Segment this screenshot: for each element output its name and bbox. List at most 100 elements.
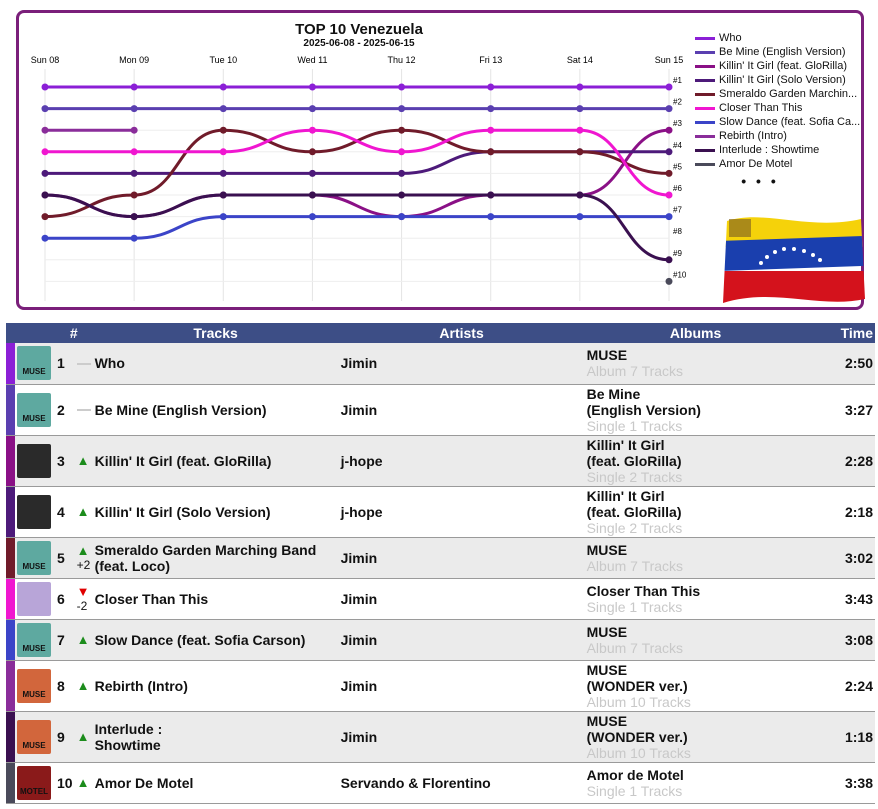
album-art: MUSE [15,343,55,385]
artist-name[interactable]: Servando & Florentino [340,774,491,791]
rank-change-cell: ▲ [74,619,93,661]
chart-panel: Sun 08 Mon 09 Tue 10 Wed 11 Thu 12 Fri 13 Sat … [16,10,865,310]
table-row[interactable]: MUSE 2 Be Mine (English Version) Jimin Be Mi… [6,384,875,436]
artist-cell: j-hope [338,435,585,487]
x-tick-label: Sun 08 [31,55,60,65]
series-point-7 [41,126,49,134]
artist-name[interactable]: Jimin [340,355,378,372]
album-art-image [17,443,51,478]
rank-header: # [55,323,93,343]
rank-cell: 5 [55,537,75,579]
album-art-image: MUSE [17,622,51,657]
artist-name[interactable]: Jimin [340,728,378,745]
album-title[interactable]: MUSE [586,541,628,558]
series-point-5 [665,191,673,199]
legend-more-indicator: • • • [741,173,779,189]
artist-name[interactable]: Jimin [340,631,378,648]
series-point-2 [665,126,673,134]
album-art-image [17,581,51,616]
series-point-8 [219,191,227,199]
track-title[interactable]: Rebirth (Intro) [94,677,188,694]
legend-swatch [695,134,715,138]
series-point-8 [308,191,316,199]
series-point-6 [41,234,49,242]
track-duration: 1:18 [844,728,873,745]
artist-cell: Jimin [338,384,585,436]
table-row[interactable]: MUSE 9 ▲ Interlude : Showtime Jimin MUSE (WON… [6,711,875,763]
track-title[interactable]: Closer Than This [94,590,209,607]
album-title[interactable]: Be Mine (English Version) [586,385,701,418]
rank-number: 5 [57,549,65,566]
artist-name[interactable]: Jimin [340,590,378,607]
tracks-header: Tracks [92,323,339,343]
time-cell: 3:43 [806,578,875,620]
album-title[interactable]: Closer Than This [586,582,701,599]
track-title[interactable]: Killin' It Girl (Solo Version) [94,503,271,520]
album-title[interactable]: Killin' It Girl (feat. GloRilla) [586,436,682,469]
artist-name[interactable]: j-hope [340,503,383,520]
track-title[interactable]: Killin' It Girl (feat. GloRilla) [94,452,272,469]
album-title[interactable]: MUSE (WONDER ver.) [586,661,688,694]
album-info: Album 10 Tracks [586,693,691,710]
table-row[interactable]: MOTEL 10 ▲ Amor De Motel Servando & Florenti… [6,762,875,804]
album-title[interactable]: MUSE (WONDER ver.) [586,712,688,745]
rank-up-icon: ▲ [76,543,90,558]
album-title[interactable]: Amor de Motel [586,766,684,783]
legend-label: Killin' It Girl (Solo Version) [719,74,846,86]
artist-cell: Jimin [338,660,585,712]
rank-up-icon: ▲ [76,504,90,519]
track-title[interactable]: Interlude : Showtime [94,720,163,753]
artist-name[interactable]: Jimin [340,549,378,566]
table-row[interactable]: MUSE 7 ▲ Slow Dance (feat. Sofia Carson) Jim… [6,619,875,661]
legend-label: Smeraldo Garden Marchin... [719,88,858,100]
thumb-header [15,323,55,343]
series-point-0 [41,83,49,91]
rank-cell: 9 [55,711,75,763]
artist-cell: Jimin [338,343,585,385]
album-art-image: MUSE [17,540,51,575]
track-title[interactable]: Be Mine (English Version) [94,401,267,418]
track-duration: 3:27 [844,401,873,418]
table-row[interactable]: MUSE 5 ▲ +2 Smeraldo Garden Marching Band (f… [6,537,875,579]
album-title[interactable]: MUSE [586,347,628,364]
track-title[interactable]: Smeraldo Garden Marching Band (feat. Loc… [94,541,317,574]
track-duration: 2:18 [844,503,873,520]
series-point-3 [130,169,138,177]
track-title[interactable]: Amor De Motel [94,774,194,791]
legend-swatch [695,162,715,166]
series-point-0 [308,83,316,91]
track-title[interactable]: Slow Dance (feat. Sofia Carson) [94,631,306,648]
rank-up-icon: ▲ [76,632,90,647]
artist-name[interactable]: Jimin [340,677,378,694]
table-row[interactable]: MUSE 8 ▲ Rebirth (Intro) Jimin MUSE (WONDER v… [6,660,875,712]
row-color-bar [6,435,15,487]
track-cell: Slow Dance (feat. Sofia Carson) [92,619,339,661]
series-point-1 [219,105,227,113]
rank-number: 1 [57,355,65,372]
legend-swatch [695,92,715,96]
legend-label: Amor De Motel [719,158,793,170]
album-title[interactable]: MUSE [586,623,628,640]
series-point-5 [130,148,138,156]
table-row[interactable]: 6 ▼ -2 Closer Than This Jimin Closer Than Thi… [6,578,875,620]
series-point-5 [41,148,49,156]
album-info: Single 2 Tracks [586,468,683,485]
table-row[interactable]: 3 ▲ Killin' It Girl (feat. GloRilla) j-hope… [6,435,875,487]
artist-name[interactable]: j-hope [340,452,383,469]
rank-change-cell: ▲ [74,486,93,538]
album-cell: MUSE Album 7 Tracks [584,619,807,661]
table-row[interactable]: 4 ▲ Killin' It Girl (Solo Version) j-hope Ki… [6,486,875,538]
artist-name[interactable]: Jimin [340,401,378,418]
album-art-image: MUSE [17,668,51,703]
album-art-image: MOTEL [17,765,51,800]
legend-item: Rebirth (Intro) [695,129,865,143]
rank-change-cell: ▲ [74,435,93,487]
track-title[interactable]: Who [94,355,125,372]
series-point-0 [219,83,227,91]
series-line-6 [45,215,669,240]
album-title[interactable]: Killin' It Girl (feat. GloRilla) [586,487,682,520]
series-point-1 [665,105,673,113]
table-row[interactable]: MUSE 1 Who Jimin MUSE Album 7 Tracks 2:50 [6,343,875,385]
tracks-table: # Tracks Artists Albums Time MUSE 1 Who Jim… [6,323,875,804]
series-point-1 [308,105,316,113]
